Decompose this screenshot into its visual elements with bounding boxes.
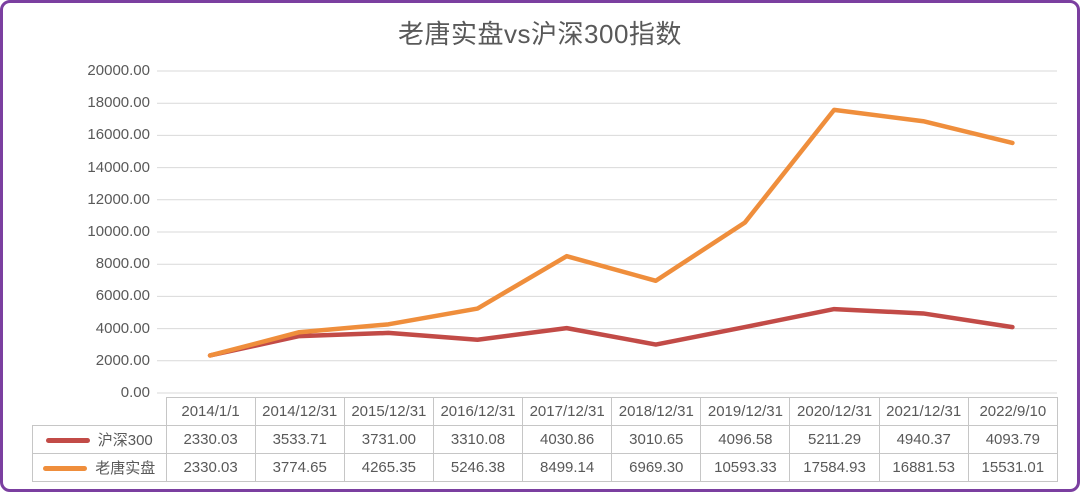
table-header-date: 2018/12/31 bbox=[611, 397, 702, 426]
table-cell-value: 4265.35 bbox=[343, 453, 434, 482]
table-row: 老唐实盘 2330.03 3774.65 4265.35 5246.38 8499.14 6… bbox=[32, 453, 1058, 482]
table-cell-value: 10593.33 bbox=[700, 453, 791, 482]
y-axis-tick-label: 10000.00 bbox=[87, 223, 150, 240]
chart-title: 老唐实盘vs沪深300指数 bbox=[398, 19, 682, 49]
table-header-date: 2016/12/31 bbox=[432, 397, 524, 426]
data-table: 2014/1/1 2014/12/31 2015/12/31 2016/12/31 20… bbox=[32, 397, 1058, 482]
table-header-date: 2019/12/31 bbox=[700, 397, 791, 426]
table-cell-value: 4940.37 bbox=[878, 425, 969, 454]
legend-line-marker bbox=[43, 465, 88, 471]
table-cell-value: 3731.00 bbox=[343, 425, 434, 454]
table-cell-value: 17584.93 bbox=[789, 453, 880, 482]
y-axis-tick-label: 4000.00 bbox=[95, 319, 150, 337]
table-cell-value: 4096.58 bbox=[700, 425, 791, 454]
y-axis-tick-label: 6000.00 bbox=[95, 287, 150, 305]
table-cell-value: 2330.03 bbox=[165, 425, 256, 454]
table-header-date: 2020/12/31 bbox=[789, 397, 880, 426]
table-cell-value: 8499.14 bbox=[522, 453, 613, 482]
y-axis-tick-label: 14000.00 bbox=[87, 158, 150, 176]
legend-line-marker bbox=[45, 437, 90, 443]
series-line-1 bbox=[207, 107, 1015, 358]
table-cell-value: 3310.08 bbox=[432, 425, 524, 454]
table-header-date: 2017/12/31 bbox=[522, 397, 613, 426]
table-row: 沪深300 2330.03 3533.71 3731.00 3310.08 4030.86… bbox=[32, 425, 1058, 454]
table-cell-value: 4030.86 bbox=[522, 425, 613, 454]
y-axis-tick-label: 16000.00 bbox=[87, 126, 150, 144]
table-corner-blank bbox=[33, 398, 167, 426]
table-header-row: 2014/1/1 2014/12/31 2015/12/31 2016/12/31 20… bbox=[33, 397, 1058, 426]
series-line-0 bbox=[207, 306, 1015, 358]
table-cell-value: 3010.65 bbox=[611, 425, 702, 454]
y-axis-tick-label: 0.00 bbox=[120, 384, 150, 401]
table-cell-value: 16881.53 bbox=[878, 453, 969, 482]
table-cell-value: 3533.71 bbox=[254, 425, 345, 454]
table-cell-value: 6969.30 bbox=[611, 453, 702, 482]
table-header-date: 2015/12/31 bbox=[343, 397, 434, 426]
y-axis-tick-label: 2000.00 bbox=[95, 351, 150, 369]
legend-series-name: 沪深300 bbox=[97, 432, 153, 449]
legend-item: 沪深300 bbox=[32, 425, 167, 454]
table-cell-value: 15531.01 bbox=[967, 453, 1058, 482]
table-cell-value: 5211.29 bbox=[789, 425, 880, 454]
table-cell-value: 3774.65 bbox=[254, 453, 345, 482]
y-axis-tick-label: 12000.00 bbox=[87, 190, 150, 208]
y-axis-tick-label: 8000.00 bbox=[95, 255, 150, 273]
legend-item: 老唐实盘 bbox=[32, 453, 167, 482]
table-cell-value: 2330.03 bbox=[165, 453, 256, 482]
table-header-date: 2014/12/31 bbox=[254, 397, 345, 426]
legend-series-name: 老唐实盘 bbox=[95, 460, 156, 477]
table-header-date: 2022/9/10 bbox=[967, 397, 1058, 426]
table-cell-value: 4093.79 bbox=[967, 425, 1058, 454]
table-header-date: 2021/12/31 bbox=[878, 397, 969, 426]
y-axis-tick-label: 20000.00 bbox=[87, 62, 150, 79]
table-header-date: 2014/1/1 bbox=[165, 397, 256, 426]
y-axis-tick-label: 18000.00 bbox=[87, 94, 150, 112]
table-cell-value: 5246.38 bbox=[432, 453, 524, 482]
